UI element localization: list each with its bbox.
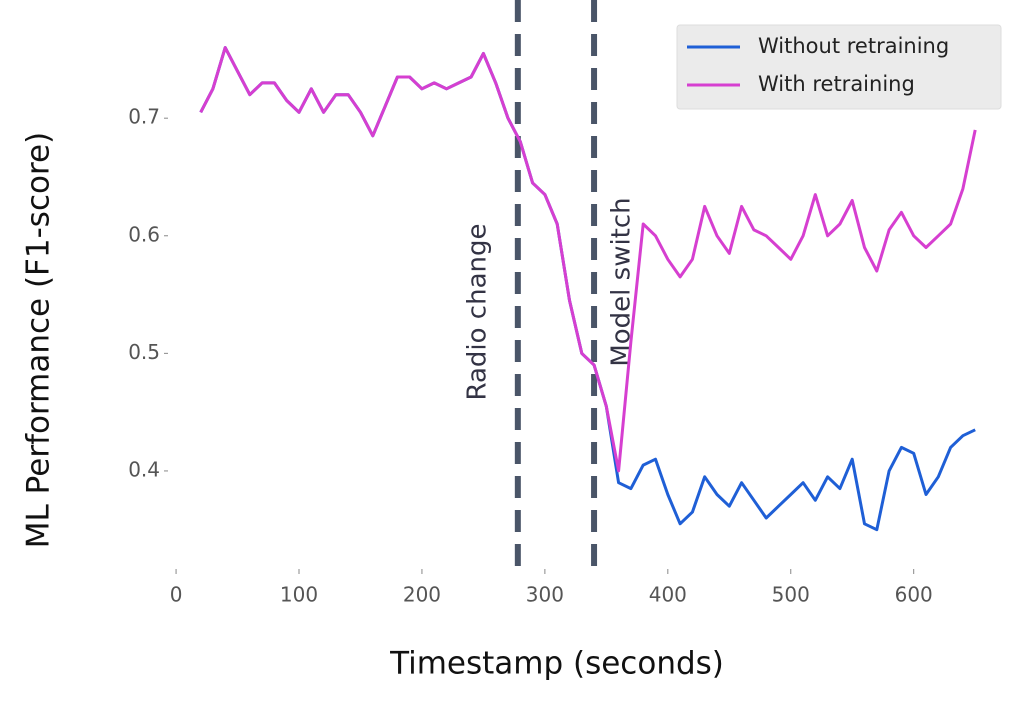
- series-line: [199, 46, 976, 532]
- x-tick-label: 0: [170, 583, 183, 607]
- y-tick-label: 0.6: [128, 222, 160, 246]
- x-axis-label: Timestamp (seconds): [389, 646, 724, 682]
- x-tick-label: 600: [895, 583, 933, 607]
- legend-box: [676, 24, 1002, 110]
- x-tick-label: 400: [649, 583, 687, 607]
- series-line: [199, 46, 977, 473]
- legend-label: With retraining: [758, 72, 915, 96]
- y-axis-label: ML Performance (F1-score): [21, 132, 57, 548]
- y-tick-label: 0.4: [128, 457, 160, 481]
- x-tick-label: 500: [772, 583, 810, 607]
- x-tick-label: 200: [403, 583, 441, 607]
- x-tick-label: 100: [280, 583, 318, 607]
- legend-label: Without retraining: [758, 34, 949, 58]
- y-tick-label: 0.7: [128, 105, 160, 129]
- event-label: Radio change: [462, 223, 492, 400]
- x-tick-label: 300: [526, 583, 564, 607]
- legend: Without retraining With retraining: [676, 24, 1002, 110]
- y-tick-label: 0.5: [128, 340, 160, 364]
